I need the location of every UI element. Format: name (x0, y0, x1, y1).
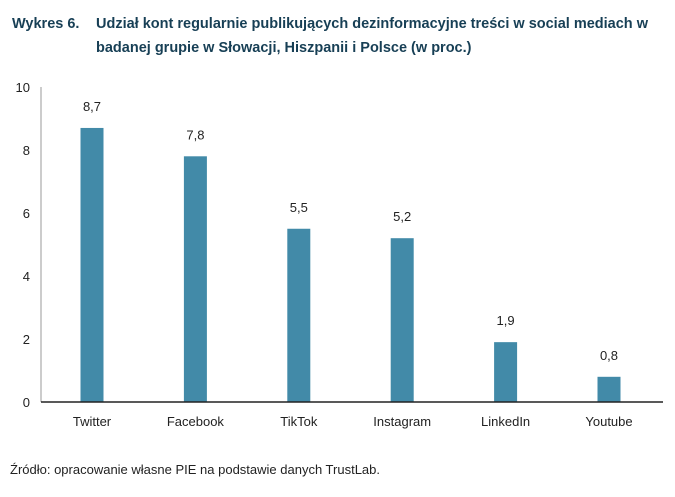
bar-facebook (183, 156, 207, 402)
y-tick-label: 4 (23, 269, 30, 284)
value-label: 1,9 (497, 313, 515, 328)
bar-chart: 0 2 4 6 8 10 8,7 Twitter 7,8 Facebook 5,5 TikTok 5,2… (16, 80, 663, 429)
y-tick-label: 8 (23, 143, 30, 158)
y-tick-label: 6 (23, 206, 30, 221)
source-note: Źródło: opracowanie własne PIE na podsta… (10, 462, 380, 477)
x-tick-label: Twitter (73, 414, 112, 429)
x-tick-label: TikTok (280, 414, 318, 429)
bar-instagram (390, 238, 414, 402)
x-tick-label: Youtube (585, 414, 632, 429)
chart-number: Wykres 6. (12, 16, 80, 32)
bar-youtube (597, 376, 621, 402)
value-label: 0,8 (600, 348, 618, 363)
value-label: 8,7 (83, 99, 101, 114)
chart-title-text: Udział kont regularnie publikujących dez… (96, 16, 648, 56)
x-tick-label: Facebook (167, 414, 225, 429)
x-tick-label: Instagram (373, 414, 431, 429)
y-tick-label: 2 (23, 332, 30, 347)
y-tick-label: 0 (23, 395, 30, 410)
bar-twitter (80, 127, 104, 402)
y-tick-label: 10 (16, 80, 30, 95)
bar-linkedin (494, 342, 518, 402)
x-tick-label: LinkedIn (481, 414, 530, 429)
value-label: 5,5 (290, 200, 308, 215)
bar-tiktok (287, 228, 311, 402)
value-label: 7,8 (186, 127, 204, 142)
value-label: 5,2 (393, 209, 411, 224)
